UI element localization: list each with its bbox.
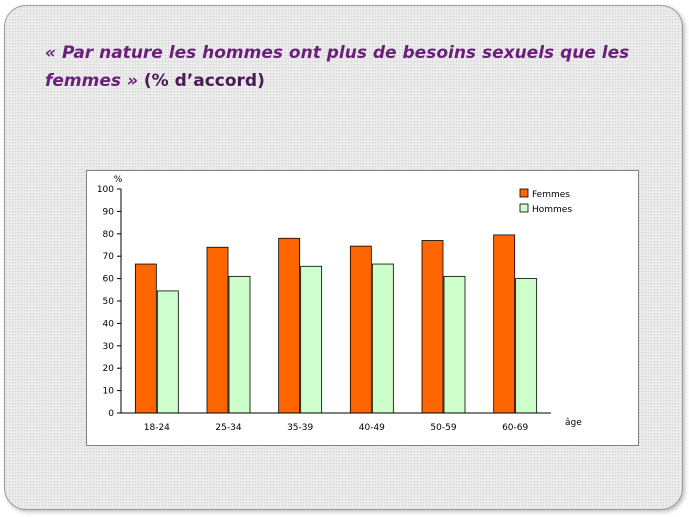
- y-tick-label: 90: [103, 207, 115, 217]
- bar-femmes-40-49: [349, 245, 372, 414]
- legend-swatch-1: [519, 203, 529, 213]
- legend-label: Femmes: [532, 190, 570, 200]
- x-tick-label: 25-34: [215, 423, 241, 433]
- y-tick-label: 70: [103, 252, 115, 262]
- bar-hommes-18-24: [156, 290, 179, 414]
- bar-femmes-35-39: [278, 237, 301, 414]
- y-tick-label: 80: [103, 230, 115, 240]
- x-tick-label: 50-59: [430, 423, 456, 433]
- bar-hommes-50-59: [443, 275, 466, 414]
- legend-swatch-0: [519, 188, 529, 198]
- y-tick-label: 0: [108, 409, 114, 419]
- y-tick-label: 50: [103, 297, 115, 307]
- bar-hommes-25-34: [228, 275, 251, 414]
- title-quote: « Par nature les hommes ont plus de beso…: [45, 43, 630, 91]
- chart-frame: 0 10 20 30 40 50 60 70 80 90 100% 18-24 25-34 35-39 40…: [86, 170, 639, 446]
- x-axis-label: âge: [565, 418, 582, 428]
- x-tick-label: 40-49: [359, 423, 385, 433]
- bar-hommes-60-69: [515, 278, 538, 414]
- y-tick-label: 60: [103, 275, 115, 285]
- y-tick-label: 100: [97, 185, 114, 195]
- bar-femmes-18-24: [134, 263, 157, 414]
- bar-chart: 0 10 20 30 40 50 60 70 80 90 100% 18-24 25-34 35-39 40…: [97, 175, 582, 433]
- bar-femmes-25-34: [206, 246, 229, 414]
- x-tick-label: 18-24: [144, 423, 170, 433]
- x-tick-label: 60-69: [502, 423, 528, 433]
- y-axis-label: %: [114, 175, 123, 185]
- y-tick-label: 10: [103, 387, 115, 397]
- slide-title: « Par nature les hommes ont plus de beso…: [45, 39, 645, 95]
- y-tick-label: 30: [103, 342, 115, 352]
- title-unit: (% d’accord): [143, 71, 265, 91]
- bar-hommes-35-39: [300, 265, 323, 414]
- legend-label: Hommes: [532, 205, 572, 215]
- bar-femmes-50-59: [421, 240, 444, 414]
- y-tick-label: 20: [103, 364, 115, 374]
- y-tick-label: 40: [103, 319, 115, 329]
- bar-hommes-40-49: [371, 263, 394, 414]
- bar-femmes-60-69: [493, 234, 516, 414]
- x-tick-label: 35-39: [287, 423, 313, 433]
